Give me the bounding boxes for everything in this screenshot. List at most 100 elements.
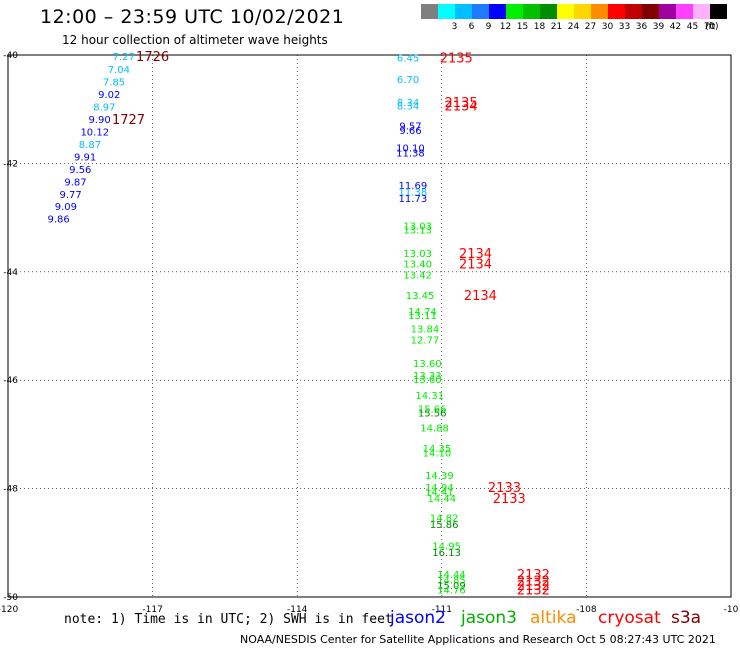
wave-height-label: 9.91 — [74, 152, 96, 163]
wave-height-label: 9.09 — [55, 202, 77, 213]
wave-height-label: 6.70 — [397, 75, 419, 86]
pass-number-label: 2132 — [517, 579, 550, 594]
x-tick-label: -111 — [432, 605, 452, 615]
wave-height-label: 14.74 — [408, 307, 437, 318]
wave-height-label: 14.85 — [437, 576, 466, 587]
wave-height-label: 13.11 — [408, 311, 437, 322]
credit-line: NOAA/NESDIS Center for Satellite Applica… — [240, 633, 716, 646]
chart-subtitle: 12 hour collection of altimeter wave hei… — [62, 33, 328, 47]
wave-height-label: 14.95 — [432, 542, 461, 553]
legend-swatch — [455, 4, 472, 19]
wave-height-label: 6.45 — [397, 54, 419, 65]
pass-number-label: 2132 — [517, 583, 550, 598]
pass-number-label: 2132 — [517, 575, 550, 590]
pass-number-label: 2134 — [459, 247, 492, 262]
mission-name-s3a: s3a — [671, 608, 702, 628]
wave-height-label: 13.13 — [403, 226, 432, 237]
wave-height-label: 14.35 — [423, 444, 452, 455]
y-tick-label: -50 — [3, 593, 18, 603]
wave-height-label: 14.82 — [430, 513, 459, 524]
legend-swatch — [676, 4, 693, 19]
legend-swatch — [421, 4, 438, 19]
pass-number-label: 1727 — [112, 113, 145, 128]
wave-height-label: 8.97 — [93, 102, 115, 113]
wave-height-label: 7.85 — [103, 78, 125, 89]
chart-title: 12:00 – 23:59 UTC 10/02/2021 — [40, 6, 345, 28]
wave-height-label: 13.33 — [413, 371, 442, 382]
wave-height-label: 11.73 — [399, 194, 428, 205]
wave-height-label: 12.77 — [411, 336, 440, 347]
wave-height-label: 9.56 — [69, 165, 91, 176]
legend-label: 12 — [499, 22, 512, 32]
legend-swatch — [472, 4, 489, 19]
mission-name-jason3: jason3 — [461, 608, 517, 628]
plot-frame — [7, 54, 732, 598]
wave-height-label: 9.02 — [98, 90, 120, 101]
pass-number-label: 2134 — [445, 99, 478, 114]
wave-height-label: 14.41 — [425, 487, 454, 498]
wave-height-label: 14.88 — [420, 423, 449, 434]
legend-swatch — [710, 4, 727, 19]
wave-height-label: 8.34 — [397, 98, 419, 109]
legend-swatch — [591, 4, 608, 19]
pass-number-label: 2134 — [459, 258, 492, 273]
legend-label: 27 — [584, 22, 597, 32]
pass-number-label: 2134 — [464, 289, 497, 304]
x-tick-label: -114 — [287, 605, 308, 615]
wave-height-label: 15.66 — [418, 404, 447, 415]
pass-number-label: 2135 — [445, 96, 478, 111]
y-tick-label: -44 — [3, 268, 18, 278]
x-tick-label: -10 — [724, 605, 739, 615]
mission-name-altika: altika — [530, 608, 577, 628]
mission-name-jason2: jason2 — [390, 608, 446, 628]
wave-height-label: 13.42 — [403, 271, 432, 282]
grid-lines — [8, 55, 731, 597]
pass-number-label: 2132 — [517, 568, 550, 583]
wave-height-label: 14.44 — [427, 494, 456, 505]
wave-height-label: 11.38 — [396, 149, 425, 160]
y-tick-label: -42 — [3, 159, 18, 169]
pass-labels: 1726172721352135213421342134213421332133… — [112, 50, 550, 598]
legend-unit: (ft) — [705, 22, 719, 32]
pass-number-label: 2135 — [440, 52, 473, 67]
legend-swatch — [438, 4, 455, 19]
wave-height-label: 14.76 — [437, 585, 466, 596]
wave-height-label: 9.87 — [64, 177, 86, 188]
legend-label: 3 — [451, 22, 458, 32]
wave-height-label: 8.87 — [79, 140, 101, 151]
wave-height-label: 9.57 — [399, 121, 421, 132]
wave-height-label: 15.09 — [437, 581, 466, 592]
legend-label: 42 — [669, 22, 682, 32]
x-tick-label: -117 — [142, 605, 162, 615]
wave-height-label: 14.94 — [425, 483, 454, 494]
legend-swatch — [693, 4, 710, 19]
wave-height-label: 14.44 — [437, 570, 466, 581]
legend-swatch — [625, 4, 642, 19]
wave-height-label: 11.69 — [399, 181, 428, 192]
x-tick-label: -120 — [0, 605, 18, 615]
wave-height-label: 14.39 — [425, 471, 454, 482]
wave-height-label: 13.40 — [403, 260, 432, 271]
wave-height-label: 13.60 — [413, 359, 442, 370]
wave-height-label: 13.45 — [406, 291, 435, 302]
wave-height-label: 9.90 — [88, 115, 110, 126]
legend-swatch — [574, 4, 591, 19]
pass-number-label: 2133 — [488, 481, 521, 496]
wave-height-label: 13.03 — [403, 249, 432, 260]
legend-label: 45 — [686, 22, 699, 32]
legend-swatch — [608, 4, 625, 19]
wave-height-label: 7.04 — [108, 65, 130, 76]
legend-label: 36 — [635, 22, 648, 32]
legend-label: 9 — [485, 22, 492, 32]
wave-height-label: 13.03 — [403, 222, 432, 233]
wave-height-label: 15.86 — [430, 520, 459, 531]
legend-label: 21 — [550, 22, 563, 32]
wave-height-label: 9.66 — [399, 126, 421, 137]
x-tick-label: -108 — [576, 605, 597, 615]
wave-height-label: 10.12 — [80, 127, 109, 138]
wave-height-label: 15.56 — [418, 409, 447, 420]
wave-height-label: 11.38 — [399, 188, 428, 199]
legend-swatch — [642, 4, 659, 19]
wave-height-label: 9.86 — [47, 215, 69, 226]
